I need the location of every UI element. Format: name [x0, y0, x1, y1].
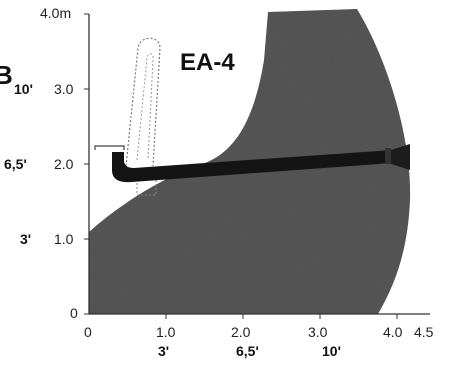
y-tick-label: 3.0: [54, 81, 74, 97]
x-feet-label: 6,5': [236, 343, 259, 359]
y-tick-label-max: 4.0m: [40, 5, 71, 21]
y-feet-label: 3': [20, 231, 31, 247]
black-bar: [112, 150, 392, 183]
y-tick-label: 2.0: [54, 156, 74, 172]
x-tick-label: 1.0: [156, 324, 176, 340]
x-tick-label: 3.0: [308, 324, 328, 340]
y-feet-label: 6,5': [4, 156, 27, 172]
figure-title: EA-4: [180, 49, 235, 76]
y-tick-label: 0: [70, 305, 78, 321]
dotted-inner: [136, 53, 154, 161]
x-tick-label: 0: [84, 324, 92, 340]
dotted-foot: [136, 175, 157, 196]
side-letter: B: [0, 60, 13, 90]
bar-end-flare: [391, 144, 410, 170]
y-feet-label: 10': [14, 81, 33, 97]
bar-end-cap: [385, 148, 391, 164]
x-tick-label: 4.0: [383, 324, 403, 340]
dotted-outline: [125, 37, 161, 167]
x-feet-label: 10': [322, 343, 341, 359]
ledge: [94, 145, 125, 150]
y-tick-label: 1.0: [54, 231, 74, 247]
x-tick-label: 4.5: [414, 324, 434, 340]
x-feet-label: 3': [158, 343, 169, 359]
x-tick-label: 2.0: [231, 324, 251, 340]
